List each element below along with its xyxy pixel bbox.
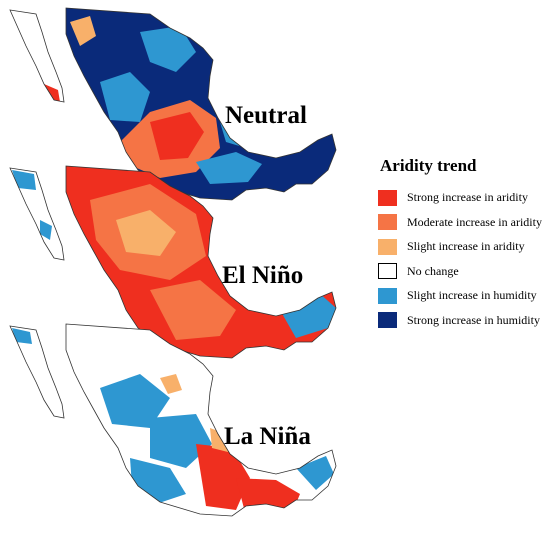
legend-item-slight-humidity: Slight increase in humidity: [378, 285, 548, 306]
legend-swatch: [378, 214, 397, 230]
legend-item-strong-humidity: Strong increase in humidity: [378, 310, 548, 331]
panel-label-el-nino: El Niño: [222, 262, 304, 289]
legend-item-label: Moderate increase in aridity: [407, 214, 542, 229]
legend-item-label: No change: [407, 263, 459, 278]
legend-item-strong-aridity: Strong increase in aridity: [378, 187, 548, 208]
legend-title: Aridity trend: [380, 156, 477, 175]
legend-item-label: Slight increase in aridity: [407, 239, 525, 253]
legend: Aridity trend Strong increase in aridity…: [378, 156, 548, 334]
legend-swatch: [378, 312, 397, 328]
legend-item-moderate-aridity: Moderate increase in aridity: [378, 212, 548, 233]
legend-swatch: [378, 287, 397, 304]
panel-label-neutral: Neutral: [225, 102, 307, 129]
legend-swatch: [378, 263, 397, 279]
legend-item-label: Slight increase in humidity: [407, 288, 537, 302]
panel-label-la-nina: La Niña: [224, 423, 311, 450]
legend-swatch: [378, 189, 397, 206]
legend-swatch: [378, 238, 397, 255]
legend-item-no-change: No change: [378, 261, 548, 282]
legend-item-label: Strong increase in humidity: [407, 312, 540, 327]
legend-item-label: Strong increase in aridity: [407, 190, 528, 204]
legend-item-slight-aridity: Slight increase in aridity: [378, 236, 548, 257]
